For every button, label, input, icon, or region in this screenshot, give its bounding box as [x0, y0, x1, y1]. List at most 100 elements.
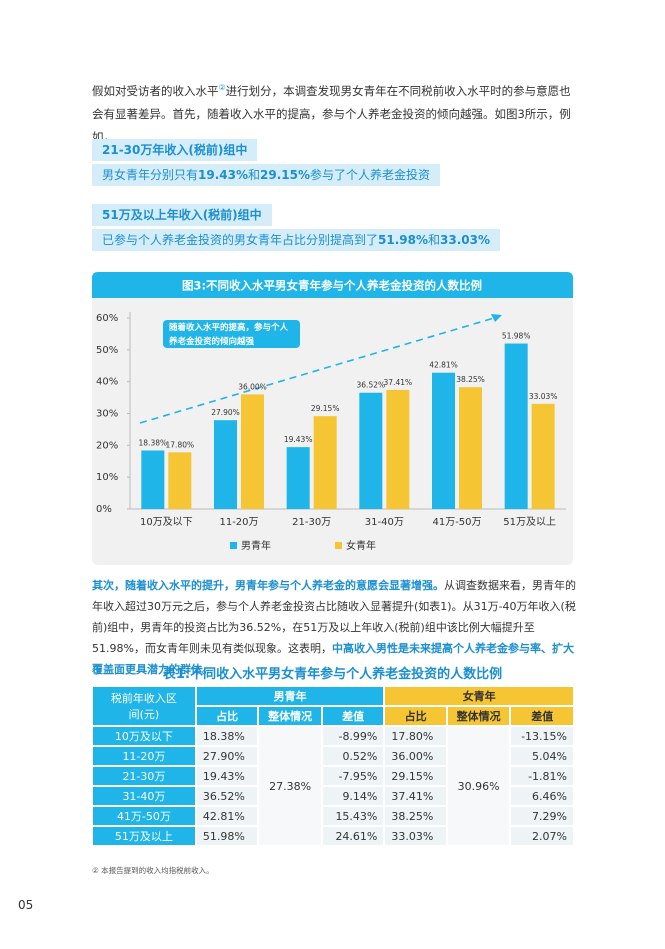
value-label: 36.52%: [357, 381, 386, 390]
y-tick-label: 50%: [96, 345, 118, 356]
cell: 29.15%: [385, 767, 446, 785]
cell: 24.61%: [322, 827, 384, 845]
bar: [386, 389, 410, 509]
cell: -7.95%: [322, 767, 384, 785]
cell: 6.46%: [511, 787, 573, 805]
bar: [141, 450, 165, 509]
value-label: 37.41%: [384, 378, 413, 387]
highlight-heading: 21-30万年收入(税前)组中: [92, 139, 258, 161]
page-number: 05: [18, 898, 34, 912]
legend-label: 女青年: [346, 539, 376, 552]
annotation: 随着收入水平的提高，参与个人养老金投资的倾向越强: [163, 320, 300, 348]
trend-arrow: [139, 317, 495, 424]
cell: 15.43%: [322, 807, 384, 825]
table-row: 10万及以下 18.38% 27.38% -8.99% 17.80% 30.96% -13.…: [93, 727, 573, 845]
x-tick-label: 21-30万: [292, 517, 331, 528]
text: 和: [248, 168, 261, 182]
cell: 36.00%: [385, 747, 446, 765]
row-label: 21-30万: [93, 767, 195, 785]
bar: [359, 392, 383, 509]
header-row: 税前年收入区间(元) 男青年 女青年: [93, 687, 573, 725]
value-label: 42.81%: [429, 361, 458, 370]
bar: [504, 343, 528, 509]
legend-label: 男青年: [241, 539, 271, 552]
title-bar: [92, 272, 573, 298]
cell: -13.15%: [511, 727, 573, 745]
table-row: 31-40万 36.52% 9.14% 37.41% 6.46%: [93, 787, 573, 805]
cell: 30.96%: [447, 727, 510, 845]
legend-swatch: [230, 542, 237, 549]
table-row: 51万及以上 51.98% 24.61% 33.03% 2.07%: [93, 827, 573, 845]
number: 29.15%: [260, 168, 310, 182]
y-tick-label: 20%: [96, 440, 118, 451]
text: 参与了个人养老金投资: [310, 168, 431, 182]
chart: 图3:不同收入水平男女青年参与个人养老金投资的人数比例 0% 10% 20% 30% 4…: [92, 272, 573, 552]
cell: 27.90%: [196, 747, 258, 765]
value-label: 36.00%: [238, 382, 267, 391]
value-label: 19.43%: [284, 435, 313, 444]
cell: 42.81%: [196, 807, 258, 825]
subheader: 占比: [385, 707, 446, 725]
x-tick-label: 31-40万: [365, 517, 404, 528]
highlight-heading: 51万及以上年收入(税前)组中: [92, 204, 272, 226]
bar: [313, 416, 337, 509]
cell: 5.04%: [511, 747, 573, 765]
row-label: 10万及以下: [93, 727, 195, 745]
table-title: 表1:不同收入水平男女青年参与个人养老金投资的人数比例: [162, 667, 503, 682]
group-header: 男青年: [196, 687, 384, 705]
table-row: 11-20万 27.90% 0.52% 36.00% 5.04%: [93, 747, 573, 765]
y-tick-label: 30%: [96, 409, 118, 420]
arrow-head: [491, 314, 502, 322]
cell: -8.99%: [322, 727, 384, 745]
x-tick-label: 41万-50万: [432, 517, 481, 528]
value-label: 27.90%: [211, 408, 240, 417]
table-row: 21-30万 19.43% -7.95% 29.15% -1.81%: [93, 767, 573, 785]
intro-paragraph: 假如对受访者的收入水平②进行划分，本调查发现男女青年在不同税前收入水平时的参与意…: [92, 76, 576, 149]
y-tick-label: 10%: [96, 472, 118, 483]
cell: 2.07%: [511, 827, 573, 845]
x-tick-label: 51万及以上: [503, 516, 556, 528]
row-header: 税前年收入区间(元): [93, 687, 195, 725]
row-label: 41万-50万: [93, 807, 195, 825]
bar: [241, 394, 264, 509]
x-tick-label: 10万及以下: [140, 516, 193, 528]
text: 已参与个人养老金投资的男女青年占比分别提高到了: [102, 233, 379, 247]
row-label: 11-20万: [93, 747, 195, 765]
value-label: 17.80%: [166, 440, 195, 449]
cell: 51.98%: [196, 827, 258, 845]
emphasis: 其次，随着收入水平的提升，男青年参与个人养老金的意愿会显著增强。: [92, 579, 444, 592]
cell: -1.81%: [511, 767, 573, 785]
group-header: 女青年: [385, 687, 573, 705]
value-label: 18.38%: [139, 438, 168, 447]
cell: 17.80%: [385, 727, 446, 745]
legend-swatch: [335, 542, 342, 549]
number: 33.03%: [440, 233, 490, 247]
bar: [286, 447, 310, 509]
value-label: 51.98%: [502, 332, 531, 341]
subheader: 差值: [322, 707, 384, 725]
y-tick-label: 0%: [96, 504, 112, 515]
cell: 7.29%: [511, 807, 573, 825]
cell: 33.03%: [385, 827, 446, 845]
chart-title: 图3:不同收入水平男女青年参与个人养老金投资的人数比例: [182, 279, 482, 293]
bar: [531, 403, 555, 509]
y-tick-label: 60%: [96, 313, 118, 324]
footnote: ② 本报告提到的收入均指税前收入。: [92, 866, 214, 875]
footnote-ref: ②: [218, 83, 226, 92]
subheader: 差值: [511, 707, 573, 725]
subheader: 整体情况: [447, 707, 510, 725]
value-label: 33.03%: [529, 392, 558, 401]
table: 税前年收入区间(元) 男青年 女青年 占比 整体情况 差值 占比 整体情况 差值 10万及…: [91, 685, 575, 847]
y-tick-label: 40%: [96, 377, 118, 388]
cell: 18.38%: [196, 727, 258, 745]
bar: [459, 387, 482, 509]
cell: 36.52%: [196, 787, 258, 805]
cell: 19.43%: [196, 767, 258, 785]
text: 假如对受访者的收入水平: [92, 83, 219, 98]
subheader: 整体情况: [259, 707, 321, 725]
text: 和: [428, 233, 441, 247]
number: 19.43%: [198, 168, 248, 182]
table-row: 41万-50万 42.81% 15.43% 38.25% 7.29%: [93, 807, 573, 825]
subheader: 占比: [196, 707, 258, 725]
